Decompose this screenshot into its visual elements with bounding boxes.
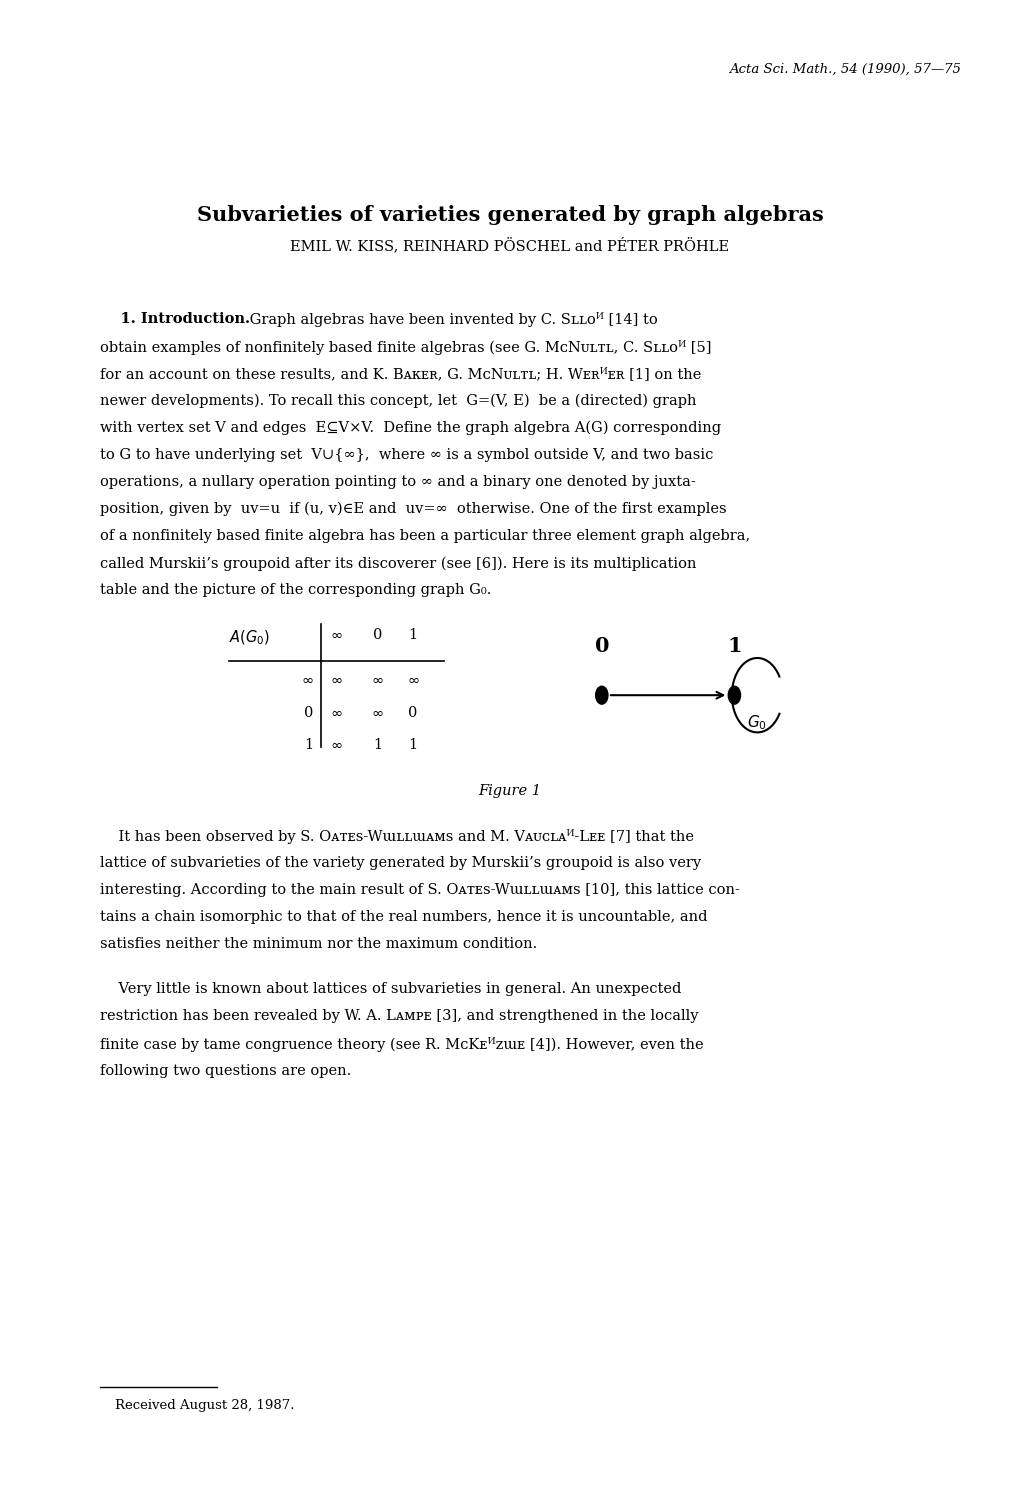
Text: 1: 1: [409, 738, 417, 753]
Text: restriction has been revealed by W. A. Lᴀᴍᴘᴇ [3], and strengthened in the locall: restriction has been revealed by W. A. L…: [100, 1009, 698, 1024]
Text: 0: 0: [304, 705, 313, 720]
Text: $\infty$: $\infty$: [371, 705, 383, 720]
Text: lattice of subvarieties of the variety generated by Murskii’s groupoid is also v: lattice of subvarieties of the variety g…: [100, 856, 700, 870]
Text: satisfies neither the minimum nor the maximum condition.: satisfies neither the minimum nor the ma…: [100, 937, 537, 951]
Text: $\infty$: $\infty$: [371, 673, 383, 687]
Text: following two questions are open.: following two questions are open.: [100, 1064, 351, 1077]
Text: $\infty$: $\infty$: [330, 673, 342, 687]
Text: $G_0$: $G_0$: [747, 714, 766, 732]
Text: for an account on these results, and K. Bᴀᴋᴇʀ, G. MᴄNᴜʟᴛʟ; H. Wᴇʀᴻᴇʀ [1] on the: for an account on these results, and K. …: [100, 366, 701, 381]
Text: $\infty$: $\infty$: [330, 628, 342, 643]
Circle shape: [595, 686, 607, 704]
Text: Graph algebras have been invented by C. Sʟʟᴏᴻ [14] to: Graph algebras have been invented by C. …: [245, 312, 657, 327]
Text: $\infty$: $\infty$: [301, 673, 313, 687]
Text: interesting. According to the main result of S. Oᴀᴛᴇѕ-Wɯʟʟɯᴀᴍѕ [10], this lattic: interesting. According to the main resul…: [100, 884, 739, 897]
Circle shape: [728, 686, 740, 704]
Text: newer developments). To recall this concept, let  G=(V, E)  be a (directed) grap: newer developments). To recall this conc…: [100, 394, 696, 408]
Text: 1: 1: [727, 635, 741, 656]
Text: of a nonfinitely based finite algebra has been a particular three element graph : of a nonfinitely based finite algebra ha…: [100, 530, 750, 543]
Text: 1: 1: [409, 628, 417, 643]
Text: to G to have underlying set  V∪{∞},  where ∞ is a symbol outside V, and two basi: to G to have underlying set V∪{∞}, where…: [100, 448, 712, 461]
Text: tains a chain isomorphic to that of the real numbers, hence it is uncountable, a: tains a chain isomorphic to that of the …: [100, 911, 707, 924]
Text: $\infty$: $\infty$: [407, 673, 419, 687]
Text: 1: 1: [373, 738, 381, 753]
Text: Subvarieties of varieties generated by graph algebras: Subvarieties of varieties generated by g…: [197, 205, 822, 225]
Text: 0: 0: [372, 628, 382, 643]
Text: Received August 28, 1987.: Received August 28, 1987.: [115, 1399, 294, 1412]
Text: Figure 1: Figure 1: [478, 784, 541, 799]
Text: called Murskii’s groupoid after its discoverer (see [6]). Here is its multiplica: called Murskii’s groupoid after its disc…: [100, 557, 696, 570]
Text: 1. Introduction.: 1. Introduction.: [100, 312, 250, 326]
Text: table and the picture of the corresponding graph G₀.: table and the picture of the correspondi…: [100, 583, 491, 597]
Text: 0: 0: [594, 635, 608, 656]
Text: Very little is known about lattices of subvarieties in general. An unexpected: Very little is known about lattices of s…: [100, 982, 681, 997]
Text: $A(G_0)$: $A(G_0)$: [229, 628, 270, 647]
Text: EMIL W. KISS, REINHARD PÖSCHEL and PÉTER PRÖHLE: EMIL W. KISS, REINHARD PÖSCHEL and PÉTER…: [290, 238, 729, 254]
Text: finite case by tame congruence theory (see R. MᴄKᴇᴻᴢɯᴇ [4]). However, even the: finite case by tame congruence theory (s…: [100, 1037, 703, 1052]
Text: $\infty$: $\infty$: [330, 705, 342, 720]
Text: Acta Sci. Math., 54 (1990), 57—75: Acta Sci. Math., 54 (1990), 57—75: [729, 62, 960, 76]
Text: obtain examples of nonfinitely based finite algebras (see G. MᴄNᴜʟᴛʟ, C. Sʟʟᴏᴻ [: obtain examples of nonfinitely based fin…: [100, 339, 711, 354]
Text: It has been observed by S. Oᴀᴛᴇѕ-Wɯʟʟɯᴀᴍѕ and M. Vᴀᴜᴄʟᴀᴻ-Lᴇᴇ [7] that the: It has been observed by S. Oᴀᴛᴇѕ-Wɯʟʟɯᴀᴍ…: [100, 829, 693, 844]
Text: $\infty$: $\infty$: [330, 738, 342, 753]
Text: with vertex set V and edges  E⊆V×V.  Define the graph algebra A(G) corresponding: with vertex set V and edges E⊆V×V. Defin…: [100, 421, 720, 434]
Text: operations, a nullary operation pointing to ∞ and a binary one denoted by juxta-: operations, a nullary operation pointing…: [100, 475, 695, 490]
Text: 0: 0: [408, 705, 418, 720]
Text: 1: 1: [304, 738, 313, 753]
Text: position, given by  uv=u  if (u, v)∈E and  uv=∞  otherwise. One of the first exa: position, given by uv=u if (u, v)∈E and …: [100, 501, 726, 516]
